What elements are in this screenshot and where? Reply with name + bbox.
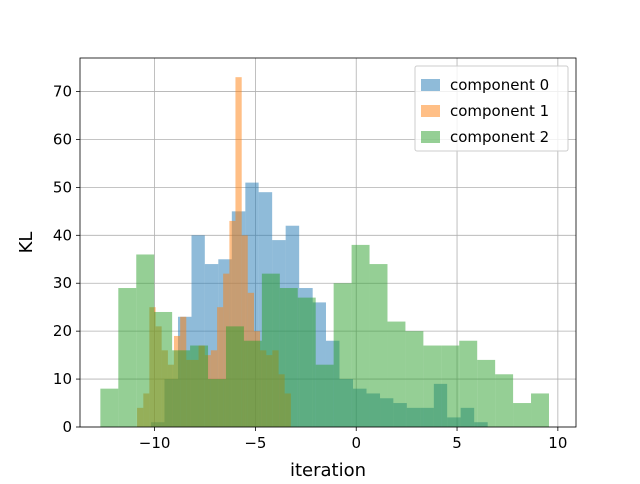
x-tick-label: −5 <box>244 434 266 452</box>
histogram-bar <box>387 321 406 427</box>
y-axis-label: KL <box>16 232 37 254</box>
histogram-bar <box>190 345 209 427</box>
y-tick-label: 60 <box>53 130 72 148</box>
histogram-bar <box>225 326 244 427</box>
histogram-bar <box>229 220 236 427</box>
y-tick-label: 20 <box>53 322 72 340</box>
x-tick-label: 0 <box>351 434 361 452</box>
histogram-bar <box>154 311 173 427</box>
histogram-bar <box>477 359 496 427</box>
y-tick-label: 50 <box>53 178 72 196</box>
histogram-bar <box>208 379 226 427</box>
histogram-bar <box>241 235 248 427</box>
histogram-bar <box>405 331 424 427</box>
legend-entry: component 2 <box>450 128 549 146</box>
histogram-bar <box>423 345 442 427</box>
x-tick-label: 5 <box>452 434 462 452</box>
legend-swatch <box>421 105 440 117</box>
histogram-bar <box>441 345 460 427</box>
legend-box <box>414 65 569 152</box>
legend-swatch <box>421 131 440 143</box>
histogram-bar <box>172 350 191 427</box>
histogram-bars <box>100 77 549 428</box>
y-tick-label: 40 <box>53 226 72 244</box>
histogram-bar <box>315 364 334 427</box>
histogram-bar <box>333 283 352 427</box>
y-tick-label: 10 <box>53 370 72 388</box>
axis-ticks: −10 −5 0 5 10 0 10 20 30 40 50 60 70 <box>53 83 567 452</box>
legend: component 0 component 1 component 2 <box>414 65 569 152</box>
y-tick-label: 30 <box>53 274 72 292</box>
histogram-bar <box>235 77 242 428</box>
legend-swatch <box>421 79 440 91</box>
plot-frame <box>79 57 577 428</box>
x-axis-label: iteration <box>290 460 366 480</box>
y-tick-label: 0 <box>62 418 72 436</box>
histogram-bar <box>351 244 370 427</box>
histogram-bar <box>513 403 532 427</box>
legend-entry: component 1 <box>450 102 549 120</box>
histogram-bar <box>136 254 155 427</box>
histogram-bar <box>459 340 478 427</box>
histogram-bar <box>261 273 280 427</box>
histogram-bar <box>217 307 224 427</box>
histogram-bar <box>243 340 262 427</box>
histogram-bar <box>118 288 137 427</box>
series-2-bars <box>100 244 549 427</box>
histogram-bar <box>531 393 549 427</box>
histogram-bar <box>297 297 316 427</box>
y-tick-label: 70 <box>53 83 72 101</box>
histogram-bar <box>369 264 388 427</box>
legend-entry: component 0 <box>450 76 549 94</box>
histogram-bar <box>495 374 514 427</box>
x-tick-label: −10 <box>139 434 171 452</box>
histogram-bar <box>100 388 119 427</box>
x-tick-label: 10 <box>548 434 567 452</box>
histogram-bar <box>279 288 298 427</box>
